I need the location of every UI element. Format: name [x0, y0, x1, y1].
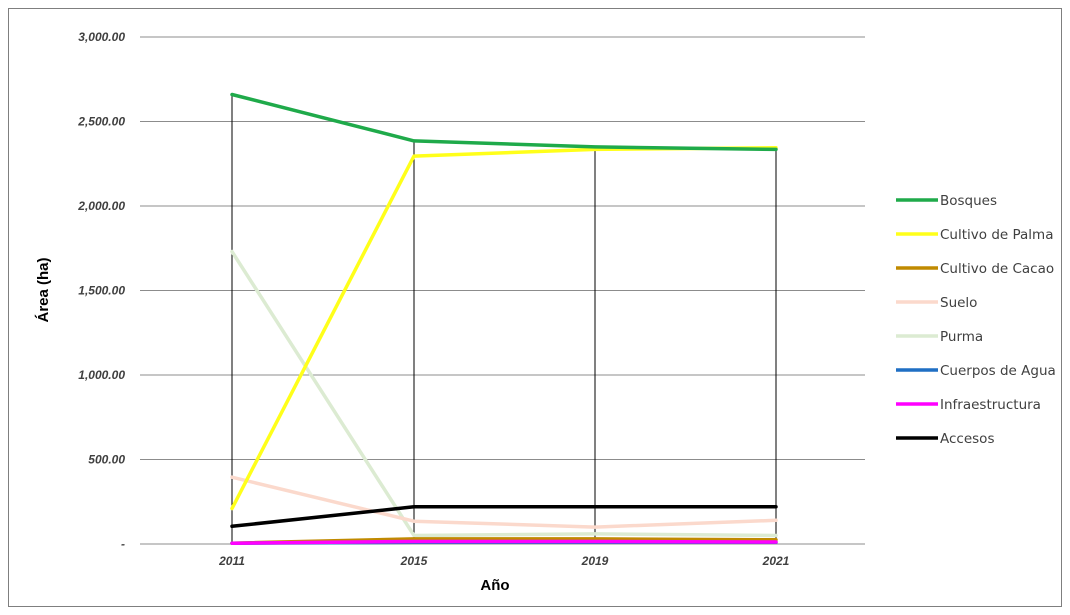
legend-label-accesos: Accesos	[940, 431, 994, 447]
x-tick-label: 2021	[762, 554, 790, 568]
y-tick-label: 1,000.00	[78, 368, 125, 382]
series-line-cultivo-de-palma	[230, 145, 778, 511]
y-tick-label: 2,500.00	[77, 115, 125, 129]
legend-label-suelo: Suelo	[940, 295, 977, 311]
y-tick-label: 1,500.00	[78, 284, 125, 298]
x-tick-label: 2019	[581, 554, 609, 568]
legend-label-purma: Purma	[940, 329, 983, 345]
series-line-bosques	[230, 92, 778, 152]
y-tick-label: -	[121, 537, 125, 551]
y-axis-title: Área (ha)	[35, 257, 52, 322]
y-tick-label: 500.00	[88, 453, 125, 467]
legend-label-cultivo-de-cacao: Cultivo de Cacao	[940, 261, 1054, 277]
x-tick-label: 2011	[218, 554, 245, 568]
series-line-accesos	[230, 505, 778, 529]
series-line-purma	[230, 249, 778, 538]
series-lines	[230, 92, 778, 545]
series-line-infraestructura	[230, 539, 778, 545]
y-tick-label: 3,000.00	[78, 30, 125, 44]
x-axis-title: Año	[480, 577, 509, 594]
legend-label-infraestructura: Infraestructura	[940, 397, 1041, 413]
y-tick-labels: 3,000.00 2,500.00 2,000.00 1,500.00 1,000.00…	[77, 30, 125, 551]
legend-label-cuerpos-de-agua: Cuerpos de Agua	[940, 363, 1056, 379]
legend: Bosques Cultivo de Palma Cultivo de Cacao S…	[896, 193, 1056, 447]
series-line-suelo	[230, 475, 778, 529]
y-tick-label: 2,000.00	[77, 199, 125, 213]
legend-label-bosques: Bosques	[940, 193, 997, 209]
x-tick-labels: 2011 2015 2019 2021	[218, 554, 790, 568]
legend-label-cultivo-de-palma: Cultivo de Palma	[940, 227, 1053, 243]
gridlines	[140, 36, 865, 545]
x-tick-label: 2015	[400, 554, 428, 568]
category-drop-lines	[231, 94, 777, 544]
